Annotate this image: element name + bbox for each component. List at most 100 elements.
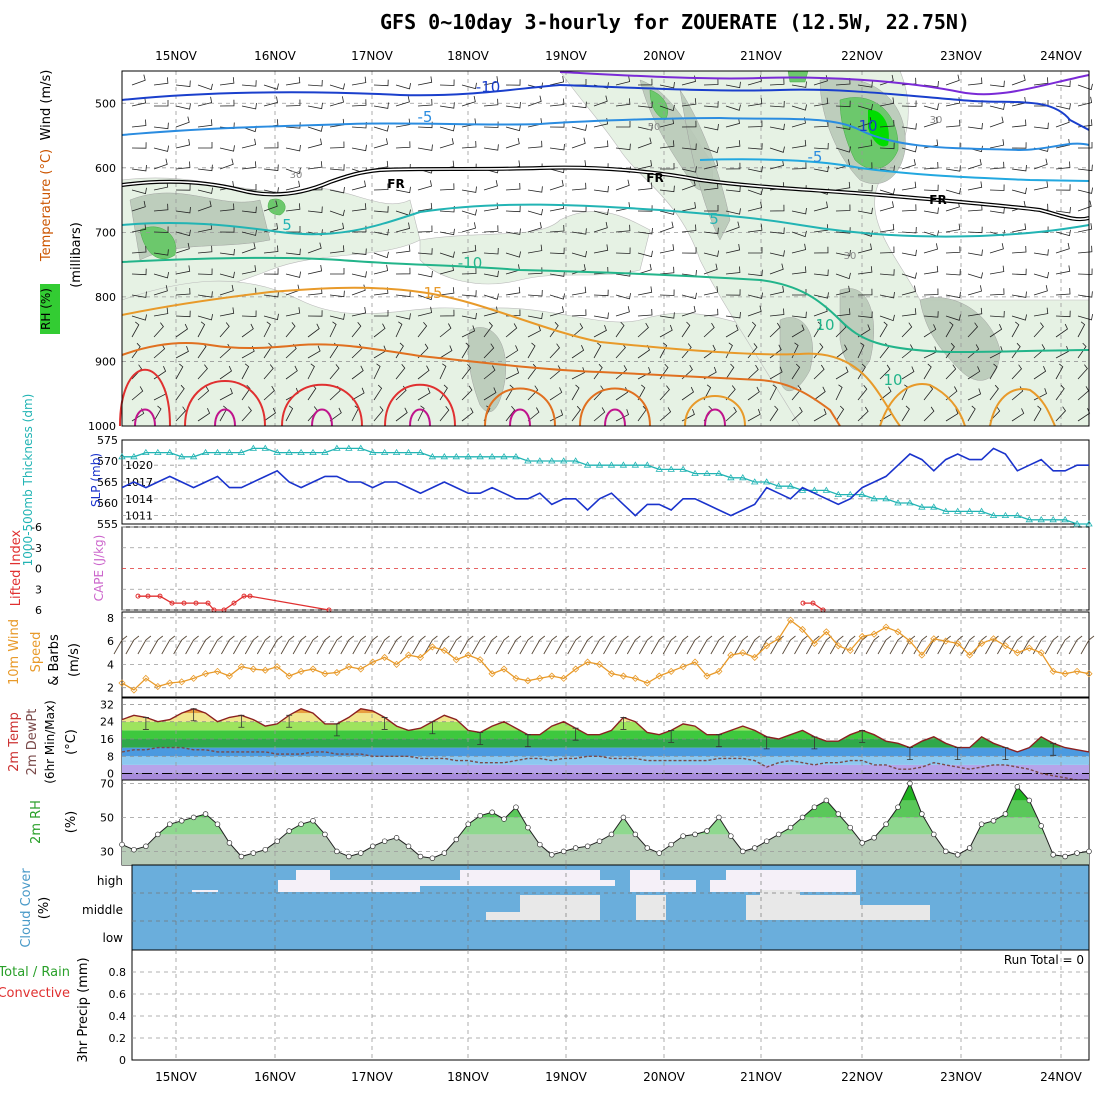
wind-barb [219,99,235,107]
wind-barb [945,342,955,359]
wind-barb [329,245,345,254]
thickness-point [595,461,604,468]
wind-barb [923,385,934,401]
wind-barb [175,363,184,380]
wind-barb [549,343,561,359]
wind-barb [373,206,389,213]
rh-point [262,846,269,853]
wind-barb [549,293,565,300]
rh-point [190,814,197,821]
wind-speed-point [309,665,317,673]
wind-barb [703,146,719,154]
wind-barb [175,310,191,318]
wind-barb [527,244,543,254]
rh-point [835,811,842,817]
upper-ytick-label: 800 [95,291,116,304]
wind-speed-point [631,674,639,682]
wind-barb [153,272,169,279]
wind-barb-10m [961,635,975,655]
upper-ylabel-wind: Wind (m/s) [39,70,54,141]
wind-barb [593,185,609,193]
wind-barb [505,137,520,149]
wind-barb [879,246,895,254]
wind-barb [747,165,763,173]
day-label-bottom: 21NOV [740,1070,782,1084]
wind-barb [725,221,740,233]
wind-barb [1055,323,1069,338]
wind-barb [461,312,477,320]
wind-barb [153,322,164,338]
wind-barb-10m [603,635,617,655]
wind-barb-10m [340,635,355,655]
wind-barb [153,145,169,152]
thickness-point [1049,516,1057,523]
rh-shade-max [868,109,889,147]
wind-barb [703,250,719,257]
wind-barb-10m [841,635,856,655]
wind-barb [197,83,213,91]
wind-barb [417,405,425,422]
wind-barb [901,146,917,153]
temp-minmax-bar [1050,742,1057,756]
wind-barb [219,203,235,212]
wind-barb [792,289,807,296]
wind-barb [131,321,140,338]
wind-barb [725,244,741,254]
wind-barb-10m [746,635,760,655]
rh-point [692,831,698,838]
temp-contour-warm [484,387,556,427]
wind-barb [769,204,785,212]
thickness-point [166,448,174,455]
cloud-ylabel-1: Cloud Cover [19,868,34,948]
wind-speed-point [1061,670,1069,678]
wind-barb [769,227,785,234]
wind-barb-10m [829,635,844,655]
rh-point [1050,852,1056,858]
wind-barb [439,287,455,296]
thickness-point [273,448,281,455]
thickness-point [225,448,234,455]
wind-barb-10m [722,635,737,655]
thickness-point [942,507,950,514]
wind-barb [857,104,873,111]
wind-barb [593,244,609,254]
wind-barb [945,188,961,195]
wind-barb [439,345,453,359]
slp-tick-label: 1011 [125,510,153,523]
temp-minmax-bar [238,714,245,728]
wind-barb [615,143,631,151]
wind-barb-10m [328,635,343,655]
contour-label: 5 [282,216,292,234]
wind-speed-point [452,656,460,664]
wind-barb [286,226,301,233]
wind-barb [747,188,763,196]
wind-speed-point [142,674,150,682]
wind-barb [747,408,761,422]
wind-barb [329,186,345,194]
wind-barb [1033,322,1044,338]
wind-barb [769,78,785,86]
wind-barb [659,342,668,359]
wind-barb [725,185,741,192]
wind-barb [791,385,802,401]
upper-ytick-label: 600 [95,162,116,175]
temp-minmax-bar [763,736,770,750]
cloud-mid-block [860,905,930,920]
rh-point [238,853,245,860]
contour-label: 15 [423,284,442,302]
wind-barb [395,222,410,233]
wind-barb [923,161,939,170]
wind-barb [131,268,147,276]
wind-barb [703,263,718,275]
wind-barb [791,266,807,275]
wind-barb-10m [185,635,199,655]
rh-point [871,835,877,841]
wind-barb [329,222,345,233]
thickness-point [560,457,568,464]
precip-ylabel: 3hr Precip (mm) [76,957,91,1062]
wind-speed-point [942,637,950,645]
rh-point [620,814,627,821]
wind-barb [175,139,191,149]
rh-shade-high [649,89,668,121]
wind-barb [351,76,367,86]
